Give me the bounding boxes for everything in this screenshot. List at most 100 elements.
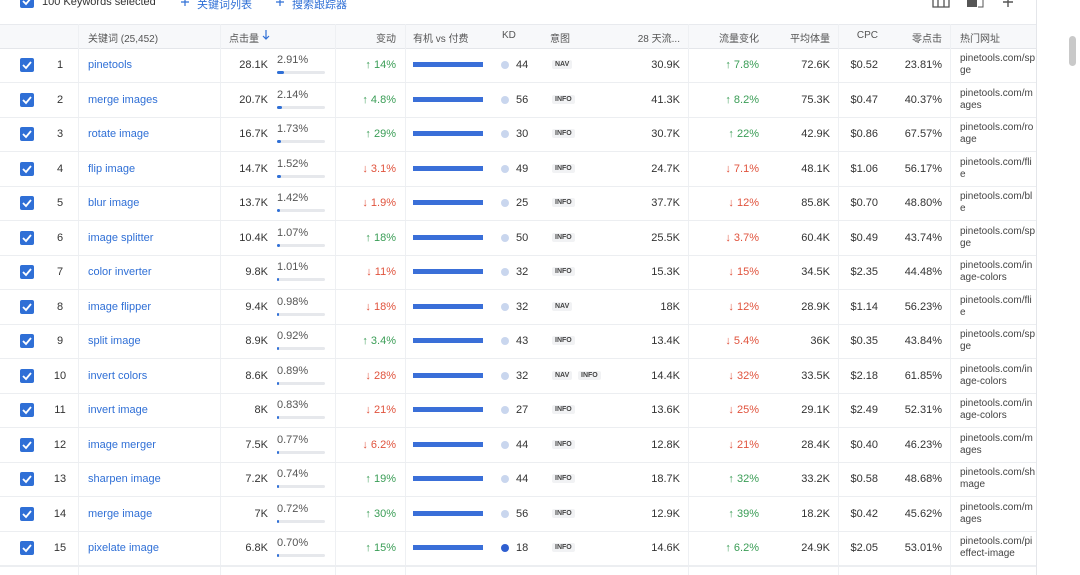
scrollbar[interactable] (1068, 36, 1078, 68)
url-line[interactable]: effect-image (960, 548, 1015, 559)
keyword[interactable]: invert image (88, 404, 148, 416)
url-line[interactable]: pinetools.com/sp (960, 329, 1035, 340)
column-divider (335, 24, 336, 575)
rank: 2 (56, 93, 64, 106)
url-line[interactable]: e (960, 168, 966, 180)
clicks: 28.1K (239, 59, 268, 71)
url-line[interactable]: ge (960, 341, 972, 352)
keyword[interactable]: merge images (88, 93, 158, 106)
keyword-list-button[interactable]: 关键词列表 (197, 0, 252, 11)
column-divider (838, 24, 839, 575)
keyword[interactable]: merge image (88, 507, 153, 520)
check (22, 95, 32, 104)
keyword[interactable]: flip image (88, 162, 136, 175)
kd-dot (501, 164, 509, 173)
share-bar (277, 209, 281, 212)
url-line[interactable]: pinetools.com/in (960, 398, 1033, 409)
url-line[interactable]: pinetools.com/m (960, 432, 1033, 444)
column-divider (950, 24, 951, 575)
row-checkbox[interactable] (20, 437, 34, 452)
url-line[interactable]: ge (960, 65, 972, 76)
row-checkbox[interactable] (20, 541, 34, 555)
keyword[interactable]: rotate image (88, 128, 150, 140)
keyword[interactable]: image flipper (88, 300, 151, 313)
check (22, 61, 32, 70)
rank: 3 (56, 128, 64, 140)
url-line[interactable]: ge (960, 237, 972, 249)
url-line[interactable]: ages (960, 99, 982, 111)
share: 0.74% (277, 468, 309, 480)
row-border (0, 461, 1036, 463)
row-border (0, 185, 1036, 187)
row-checkbox[interactable] (20, 472, 34, 486)
url-line[interactable]: ages (960, 444, 982, 456)
keyword[interactable]: split image (88, 335, 141, 347)
share-bar (277, 312, 280, 316)
url-line[interactable]: pinetools.com/m (960, 501, 1033, 513)
url-line[interactable]: pinetools.com/ro (960, 122, 1034, 133)
row-checkbox[interactable] (20, 506, 34, 521)
url-line[interactable]: pinetools.com/fli (960, 156, 1032, 168)
keyword[interactable]: color inverter (88, 266, 152, 278)
keyword-header[interactable]: 关键词 (25,452) (88, 34, 159, 45)
clicks-header[interactable]: 点击量 (229, 34, 259, 45)
clicks: 8.9K (245, 335, 268, 347)
url-line[interactable]: mage (960, 479, 986, 490)
row-checkbox[interactable] (20, 334, 34, 348)
d28: 14.4K (651, 369, 680, 382)
select-all-checkbox[interactable] (20, 0, 34, 8)
cpc-header[interactable]: CPC (856, 30, 878, 41)
url-line[interactable]: pinetools.com/fli (960, 294, 1032, 306)
tracker-button[interactable]: 搜索跟踪器 (292, 0, 347, 11)
kd-header[interactable]: KD (502, 30, 516, 41)
row-checkbox[interactable] (20, 265, 34, 279)
url-line[interactable]: age (960, 134, 977, 145)
url-line[interactable]: pinetools.com/sp (960, 53, 1035, 64)
keyword[interactable]: pinetools (88, 59, 133, 71)
keyword[interactable]: pixelate image (88, 542, 159, 554)
keyword[interactable]: sharpen image (88, 473, 161, 485)
change-header[interactable]: 变动 (376, 34, 396, 45)
row-checkbox[interactable] (20, 368, 34, 383)
url-line[interactable]: pinetools.com/in (960, 260, 1033, 271)
kd: 50 (516, 231, 529, 244)
url-line[interactable]: age-colors (960, 410, 1007, 421)
keyword[interactable]: image merger (88, 438, 156, 451)
url-line[interactable]: pinetools.com/m (960, 87, 1033, 99)
row-checkbox[interactable] (20, 403, 34, 417)
intent-header[interactable]: 意图 (550, 34, 570, 45)
url-line[interactable]: pinetools.com/bl (960, 191, 1033, 202)
url-line[interactable]: pinetools.com/in (960, 363, 1033, 375)
url-line[interactable]: age-colors (960, 375, 1007, 387)
excel-icon[interactable] (966, 0, 984, 8)
keyword[interactable]: invert colors (88, 369, 148, 382)
add-icon[interactable] (1002, 0, 1014, 8)
row-checkbox[interactable] (20, 299, 34, 314)
keyword[interactable]: image splitter (88, 231, 154, 244)
row-checkbox[interactable] (20, 196, 34, 210)
keyword[interactable]: blur image (88, 197, 140, 209)
row-checkbox[interactable] (20, 230, 34, 245)
volume-header[interactable]: 平均体量 (790, 34, 830, 45)
row-checkbox[interactable] (20, 127, 34, 141)
url-line[interactable]: pinetools.com/sh (960, 467, 1035, 478)
traffic-change-header[interactable]: 流量变化 (719, 34, 759, 45)
url-line[interactable]: pinetools.com/pi (960, 536, 1033, 547)
d28-header[interactable]: 28 天流... (637, 34, 680, 45)
zero-click-header[interactable]: 零点击 (912, 34, 942, 45)
organic-paid-header[interactable]: 有机 vs 付费 (413, 34, 469, 45)
url-line[interactable]: e (960, 203, 966, 214)
url-header[interactable]: 热门网址 (960, 34, 1000, 45)
url-line[interactable]: pinetools.com/sp (960, 225, 1035, 237)
organic-paid-bar (413, 407, 483, 412)
row-checkbox[interactable] (20, 92, 34, 107)
columns-icon[interactable] (932, 0, 950, 8)
row-checkbox[interactable] (20, 58, 34, 72)
kd: 32 (516, 266, 529, 278)
url-line[interactable]: e (960, 306, 966, 318)
url-line[interactable]: ages (960, 513, 982, 525)
cpc: $0.52 (850, 59, 878, 71)
row-checkbox[interactable] (20, 161, 34, 176)
row-border (0, 151, 1036, 152)
url-line[interactable]: age-colors (960, 272, 1007, 283)
